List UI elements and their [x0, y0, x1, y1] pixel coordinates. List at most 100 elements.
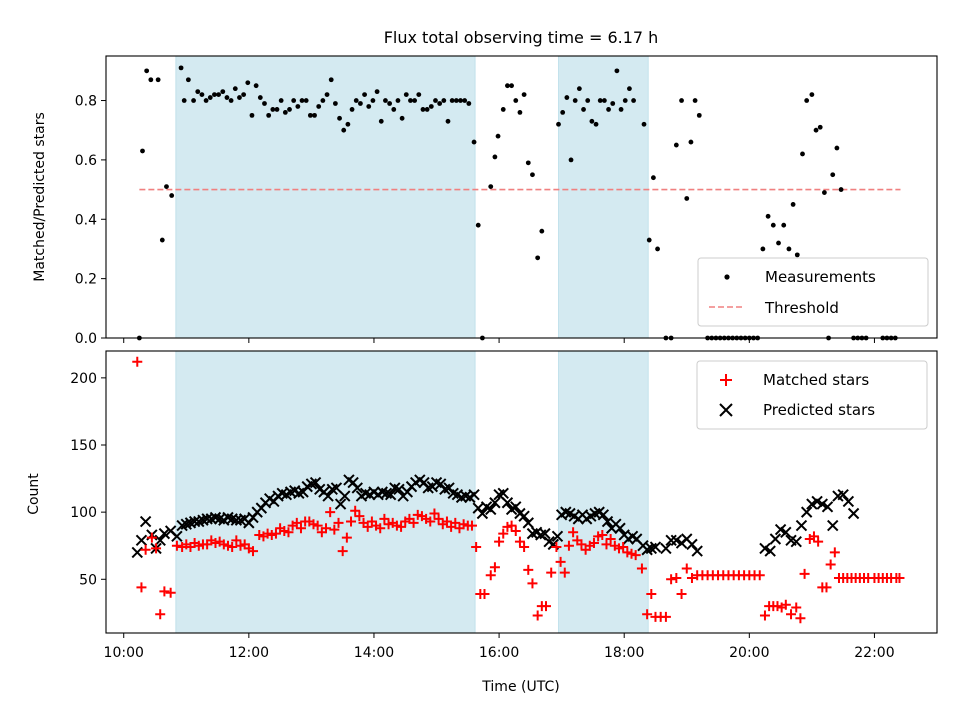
predicted-star-point: [837, 488, 849, 501]
measurement-point: [593, 121, 599, 127]
x-axis-label: Time (UTC): [481, 679, 559, 695]
matched-star-point: [325, 507, 336, 518]
measurement-point: [249, 112, 255, 118]
measurement-point: [509, 83, 514, 89]
measurement-point: [337, 115, 342, 121]
predicted-star-point: [384, 488, 397, 501]
measurement-point: [207, 95, 213, 100]
predicted-star-point: [847, 507, 860, 520]
matched-star-point: [341, 532, 352, 543]
measurement-point: [817, 124, 823, 130]
matched-star-point: [523, 564, 534, 575]
measurement-point: [144, 68, 150, 74]
measurement-point: [420, 107, 426, 112]
predicted-star-point: [665, 534, 677, 547]
chart-title: Flux total observing time = 6.17 h: [384, 28, 659, 47]
predicted-star-point: [597, 509, 610, 521]
measurement-point: [655, 246, 660, 252]
matched-star-point: [471, 542, 482, 553]
measurement-point: [556, 121, 561, 127]
measurement-point: [253, 83, 259, 89]
matched-star-point: [514, 536, 525, 547]
predicted-star-point: [309, 476, 322, 489]
predicted-star-point: [339, 490, 351, 502]
predicted-star-point: [795, 519, 808, 532]
matched-star-point: [754, 570, 765, 581]
top-x-axis-ticks: [123, 338, 875, 343]
matched-star-point: [270, 528, 281, 539]
measurement-point: [786, 246, 792, 252]
matched-star-point: [601, 539, 612, 550]
matched-star-point: [489, 562, 500, 573]
measurement-point: [287, 107, 292, 112]
measurement-point: [673, 142, 679, 148]
measurement-point: [688, 139, 694, 145]
measurement-point: [181, 98, 187, 103]
observing-interval-shading: [175, 55, 649, 339]
matched-star-point: [671, 572, 682, 583]
measurement-point: [692, 98, 698, 103]
measurement-point: [539, 228, 545, 234]
matched-star-point: [291, 517, 302, 528]
measurement-point: [821, 190, 827, 195]
measurement-point: [307, 112, 313, 118]
matched-star-point: [506, 520, 517, 531]
predicted-star-point: [485, 503, 497, 516]
matched-star-point: [146, 532, 157, 543]
matched-star-point: [295, 523, 306, 534]
x-tick-label: 12:00: [229, 645, 269, 661]
matched-star-point: [231, 535, 242, 546]
predicted-star-point: [539, 527, 551, 540]
matched-star-point: [450, 517, 461, 528]
matched-star-point: [660, 611, 671, 622]
top-legend: Measurements Threshold: [697, 257, 929, 327]
measurement-point: [408, 98, 413, 103]
measurement-point: [387, 101, 393, 106]
measurement-point: [191, 98, 196, 103]
measurement-point: [572, 98, 578, 103]
matched-star-point: [686, 572, 697, 583]
y-tick-label: 0.6: [75, 153, 97, 169]
measurement-point: [776, 240, 781, 246]
matched-star-point: [618, 542, 629, 553]
measurement-point: [169, 193, 175, 198]
y-tick-label: 0.4: [75, 212, 97, 228]
matched-star-point: [346, 516, 357, 527]
measurement-point: [212, 92, 217, 97]
matched-star-point: [159, 586, 170, 597]
measurement-point: [770, 222, 776, 228]
matched-star-point: [396, 521, 407, 532]
measurement-point: [760, 246, 766, 252]
measurement-point: [679, 98, 684, 103]
measurement-point: [424, 107, 430, 112]
measurement-point: [282, 110, 288, 115]
measurement-point: [813, 127, 819, 133]
matched-star-point: [321, 523, 332, 534]
predicted-star-point: [501, 497, 514, 509]
measurement-point: [291, 98, 297, 103]
predicted-star-point: [476, 507, 489, 520]
measurement-point: [585, 98, 591, 103]
matched-star-point: [559, 567, 570, 578]
measurement-point: [581, 107, 586, 112]
measurement-point: [353, 98, 359, 103]
matched-star-point: [555, 556, 566, 567]
measurement-point: [362, 92, 367, 97]
matched-star-point: [568, 527, 579, 538]
measurement-point: [466, 101, 472, 106]
measurement-point: [412, 98, 418, 103]
measurement-point: [237, 95, 242, 100]
measurement-point: [627, 86, 632, 92]
top-panel-ratio: 0.00.20.40.60.8 Matched/Predicted stars …: [32, 55, 938, 347]
measurement-point: [614, 68, 620, 74]
predicted-star-point: [614, 522, 626, 534]
matched-star-point: [362, 521, 373, 532]
legend-predicted-marker: [719, 403, 733, 417]
matched-star-point: [248, 546, 259, 557]
matched-star-point: [494, 536, 505, 547]
matched-star-point: [466, 520, 477, 531]
measurement-point: [433, 98, 438, 103]
y-tick-label: 150: [70, 438, 97, 454]
measurement-point: [684, 196, 690, 201]
top-y-axis-ticks: 0.0 0.2 0.4 0.6 0.8: [75, 94, 106, 347]
